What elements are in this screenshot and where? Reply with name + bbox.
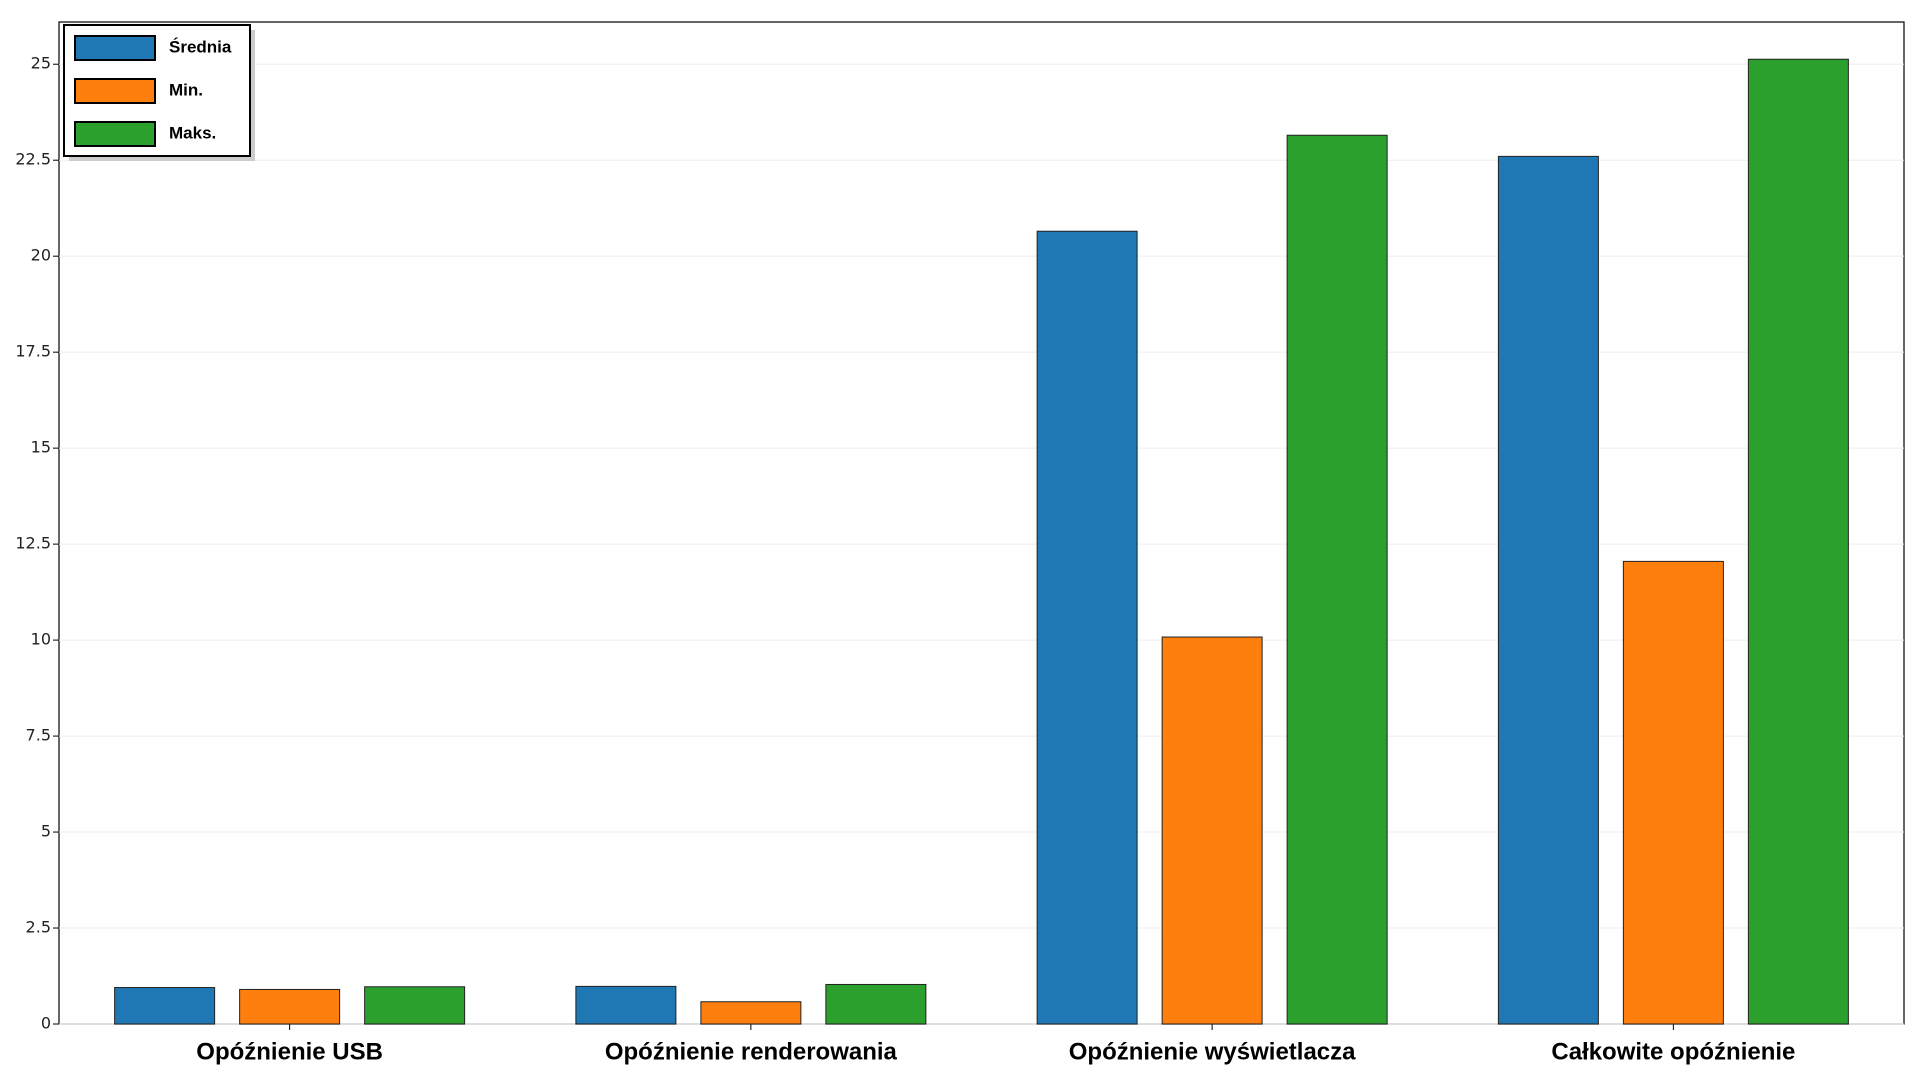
y-tick-label: 10	[31, 630, 51, 649]
legend: Średnia Min. Maks.	[63, 24, 255, 161]
legend-swatch	[74, 121, 156, 147]
y-tick-label: 7.5	[26, 726, 51, 745]
bar	[1622, 560, 1724, 1025]
bar	[700, 1001, 802, 1025]
y-tick-label: 12.5	[15, 534, 51, 553]
legend-label: Średnia	[169, 37, 232, 56]
x-tick-label: Opóźnienie USB	[196, 1038, 383, 1065]
bar	[575, 985, 677, 1025]
legend-swatch	[74, 35, 156, 61]
bar	[1286, 134, 1388, 1025]
y-tick-label: 0	[41, 1014, 51, 1033]
y-tick-label: 25	[31, 54, 51, 73]
y-tick-label: 17.5	[15, 342, 51, 361]
y-tick-label: 20	[31, 246, 51, 265]
bar	[1036, 230, 1138, 1025]
y-tick-label: 5	[41, 822, 51, 841]
x-tick-label: Opóźnienie renderowania	[605, 1038, 898, 1065]
bar	[825, 983, 927, 1025]
bar	[1747, 58, 1849, 1025]
bar	[1497, 155, 1599, 1025]
y-tick-label: 22.5	[15, 150, 51, 169]
legend-label: Min.	[169, 80, 203, 99]
bar	[114, 987, 216, 1025]
bar	[1161, 636, 1263, 1025]
x-tick-label: Opóźnienie wyświetlacza	[1069, 1038, 1356, 1065]
x-tick-label: Całkowite opóźnienie	[1551, 1038, 1795, 1065]
bar	[364, 986, 466, 1025]
bar	[239, 988, 341, 1025]
legend-label: Maks.	[169, 123, 216, 142]
y-tick-label: 15	[31, 438, 51, 457]
y-tick-label: 2.5	[26, 918, 51, 937]
legend-swatch	[74, 78, 156, 104]
